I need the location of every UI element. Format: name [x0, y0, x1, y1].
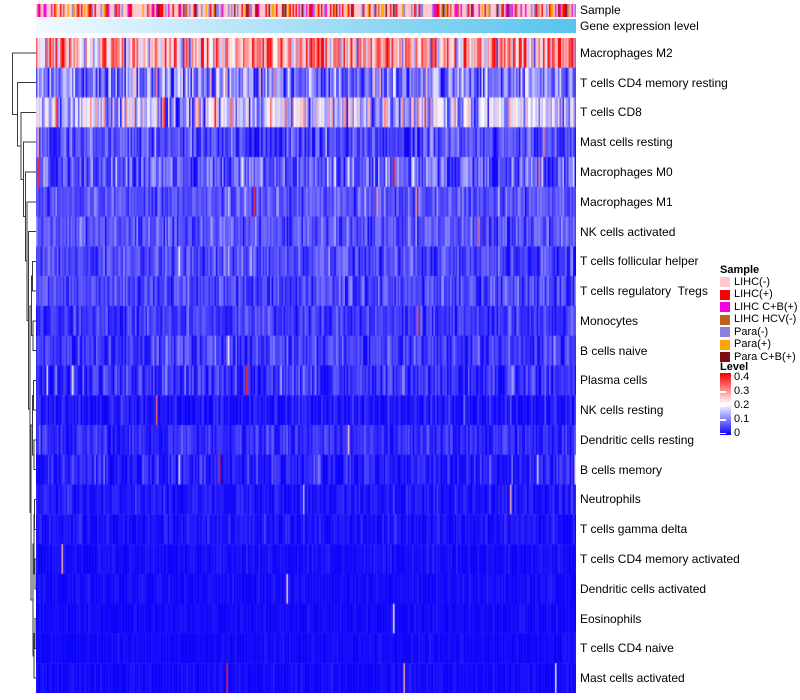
legend-item-label: Para(+) — [734, 338, 771, 351]
sample-bar-label: Sample — [580, 3, 621, 17]
legend-sample-item: LIHC(+) — [720, 289, 798, 302]
row-label: Plasma cells — [580, 373, 648, 388]
row-label: Dendritic cells activated — [580, 581, 707, 596]
level-tick-label: 0.2 — [734, 398, 750, 411]
legend-color-swatch — [720, 352, 730, 363]
row-label: Macrophages M0 — [580, 164, 673, 179]
row-label: NK cells activated — [580, 224, 676, 239]
row-label: B cells memory — [580, 462, 663, 477]
level-tick-mark — [720, 391, 726, 393]
legend-color-swatch — [720, 277, 730, 288]
row-label: Neutrophils — [580, 492, 641, 507]
legend-sample-item: LIHC HCV(-) — [720, 314, 798, 327]
row-label: Macrophages M2 — [580, 45, 673, 60]
legend-sample-item: Para(-) — [720, 326, 798, 339]
row-label: Macrophages M1 — [580, 194, 673, 209]
expression-bar-label: Gene expression level — [580, 19, 699, 33]
row-label: Eosinophils — [580, 611, 642, 626]
legend-item-label: LIHC(-) — [734, 275, 771, 288]
level-tick-mark — [720, 405, 726, 407]
row-label: B cells naive — [580, 343, 648, 358]
legend-item-label: LIHC(+) — [734, 288, 773, 301]
legend-item-label: Para C+B(+) — [734, 350, 796, 363]
row-label: T cells CD8 — [580, 105, 642, 120]
level-tick-label: 0.4 — [734, 371, 750, 383]
row-label: Monocytes — [580, 313, 639, 328]
row-dendrogram — [12, 52, 36, 679]
level-tick-mark — [720, 419, 726, 421]
legend-color-swatch — [720, 327, 730, 338]
row-label: NK cells resting — [580, 403, 664, 418]
legend-color-swatch — [720, 302, 730, 313]
level-tick-label: 0.1 — [734, 412, 750, 425]
legend-sample-title: Sample — [720, 264, 760, 276]
level-tick-mark — [720, 432, 726, 434]
legend-item-label: LIHC HCV(-) — [734, 313, 797, 326]
row-label: Mast cells activated — [580, 671, 685, 686]
level-gradient-bar — [720, 373, 731, 435]
legend-color-swatch — [720, 289, 730, 300]
row-label: T cells CD4 naive — [580, 641, 674, 656]
row-label: T cells regulatory Tregs — [580, 284, 708, 299]
legend-item-label: LIHC C+B(+) — [734, 300, 798, 313]
row-label: Mast cells resting — [580, 135, 673, 150]
row-label: T cells CD4 memory activated — [580, 552, 740, 567]
legend-sample-item: LIHC C+B(+) — [720, 301, 798, 314]
sample-annotation-bar — [36, 4, 576, 17]
legend-item-label: Para(-) — [734, 325, 769, 338]
legend-color-swatch — [720, 339, 730, 350]
row-label: T cells follicular helper — [580, 254, 699, 269]
legend-sample-item: Para(+) — [720, 339, 798, 352]
legend-color-swatch — [720, 314, 730, 325]
row-label: Dendritic cells resting — [580, 432, 695, 447]
expression-annotation-bar — [36, 19, 576, 33]
legend-sample-item: LIHC(-) — [720, 276, 798, 289]
heatmap-canvas — [36, 38, 576, 693]
legend-sample-item: Para C+B(+) — [720, 351, 798, 364]
level-tick-label: 0.3 — [734, 384, 750, 397]
legend-sample-items: LIHC(-) LIHC(+) LIHC C+B(+) LIHC HCV(-) Para… — [720, 276, 798, 364]
legend-level-title: Level — [720, 361, 749, 373]
level-tick-label: 0 — [734, 426, 741, 439]
row-label: T cells gamma delta — [580, 522, 688, 537]
row-label: T cells CD4 memory resting — [580, 75, 728, 90]
